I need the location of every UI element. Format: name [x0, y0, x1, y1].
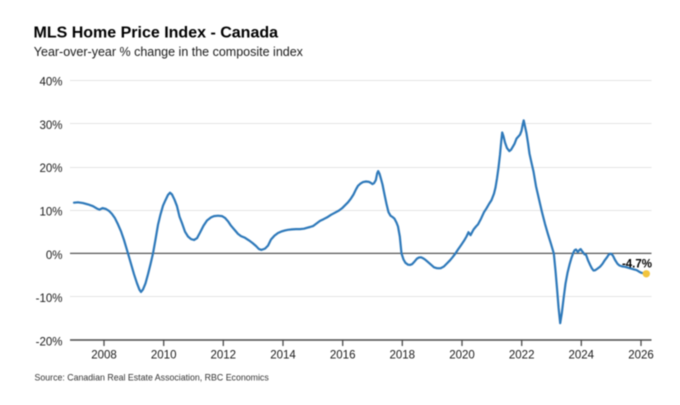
svg-text:2008: 2008 [91, 349, 117, 361]
svg-text:-20%: -20% [36, 337, 63, 349]
svg-text:40%: 40% [39, 77, 62, 89]
svg-text:Source: Canadian Real Estate A: Source: Canadian Real Estate Association… [35, 373, 270, 383]
svg-text:-4.7%: -4.7% [622, 259, 652, 271]
svg-text:2026: 2026 [628, 349, 654, 361]
svg-text:2018: 2018 [390, 349, 416, 361]
svg-text:2020: 2020 [449, 349, 475, 361]
svg-text:-10%: -10% [36, 293, 63, 305]
svg-text:20%: 20% [39, 163, 62, 175]
svg-text:2014: 2014 [270, 349, 296, 361]
svg-text:2010: 2010 [151, 349, 177, 361]
svg-text:10%: 10% [39, 207, 62, 219]
svg-text:0%: 0% [46, 250, 63, 262]
svg-text:2012: 2012 [211, 349, 237, 361]
svg-text:MLS Home Price Index - Canada: MLS Home Price Index - Canada [34, 25, 279, 42]
svg-text:2016: 2016 [330, 349, 356, 361]
svg-text:2024: 2024 [569, 349, 595, 361]
svg-text:2022: 2022 [509, 349, 535, 361]
svg-text:30%: 30% [39, 120, 62, 132]
svg-text:Year-over-year % change in the: Year-over-year % change in the composite… [34, 45, 304, 59]
